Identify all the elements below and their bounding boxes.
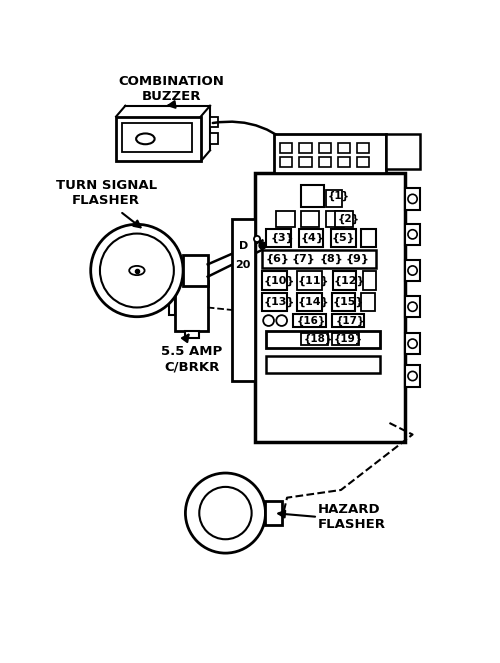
Bar — [333, 271, 356, 290]
Bar — [332, 293, 355, 312]
Bar — [300, 143, 312, 152]
Text: {11}: {11} — [298, 275, 330, 286]
Circle shape — [408, 229, 417, 239]
Bar — [318, 143, 331, 152]
Circle shape — [263, 315, 274, 326]
Bar — [301, 185, 324, 207]
Bar — [274, 134, 386, 173]
Text: {12}: {12} — [334, 275, 366, 286]
Text: {9}: {9} — [346, 254, 370, 264]
Bar — [183, 255, 208, 286]
Circle shape — [408, 266, 417, 275]
Bar — [266, 331, 380, 347]
Bar — [266, 501, 282, 525]
Bar — [331, 229, 355, 247]
Circle shape — [186, 473, 266, 553]
Bar — [332, 314, 364, 327]
Circle shape — [200, 487, 252, 539]
Text: D: D — [238, 241, 248, 251]
Bar — [300, 156, 312, 166]
Text: {4}: {4} — [301, 233, 325, 243]
Bar — [318, 156, 331, 166]
Text: {14}: {14} — [298, 297, 330, 307]
Bar — [297, 271, 322, 290]
Bar — [297, 293, 322, 312]
Bar — [361, 293, 375, 312]
Bar — [293, 314, 326, 327]
Bar — [262, 293, 287, 312]
Text: {17}: {17} — [336, 316, 365, 326]
Bar — [210, 133, 218, 145]
Bar — [210, 117, 218, 127]
Bar — [405, 188, 420, 210]
Bar — [357, 156, 370, 166]
Bar — [266, 229, 291, 247]
Bar — [122, 123, 192, 152]
Bar — [332, 333, 358, 345]
Text: {10}: {10} — [264, 275, 296, 286]
Text: {8}: {8} — [320, 254, 343, 264]
Text: COMBINATION
BUZZER: COMBINATION BUZZER — [118, 76, 224, 103]
Bar — [232, 219, 254, 381]
Text: 20: 20 — [236, 260, 251, 270]
Bar — [405, 365, 420, 387]
Bar — [405, 333, 420, 355]
Text: 5.5 AMP
C/BRKR: 5.5 AMP C/BRKR — [161, 345, 222, 373]
Text: {6}: {6} — [266, 254, 289, 264]
Bar — [405, 296, 420, 318]
Bar — [176, 280, 208, 331]
Circle shape — [408, 339, 417, 348]
Bar — [326, 190, 342, 207]
Text: {18}: {18} — [303, 334, 332, 344]
Text: {1}: {1} — [328, 191, 350, 201]
Ellipse shape — [129, 266, 144, 275]
Text: {13}: {13} — [264, 297, 296, 307]
Bar — [405, 223, 420, 245]
Circle shape — [254, 236, 260, 242]
Bar — [357, 143, 370, 152]
Text: {16}: {16} — [297, 316, 326, 326]
Text: {5}: {5} — [332, 233, 355, 243]
Bar — [301, 211, 320, 227]
Bar — [338, 143, 350, 152]
Text: TURN SIGNAL
FLASHER: TURN SIGNAL FLASHER — [56, 180, 156, 208]
Bar — [298, 229, 323, 247]
Bar — [338, 156, 350, 166]
Bar — [276, 211, 295, 227]
Text: HAZARD
FLASHER: HAZARD FLASHER — [318, 503, 386, 531]
Bar — [254, 173, 405, 442]
Bar — [361, 229, 376, 247]
Bar — [326, 211, 344, 227]
Text: {15}: {15} — [332, 297, 364, 307]
Text: {19}: {19} — [334, 334, 363, 344]
Ellipse shape — [136, 133, 154, 145]
Bar — [262, 271, 287, 290]
Bar — [184, 331, 198, 338]
Bar — [386, 134, 420, 169]
Bar — [169, 296, 175, 315]
Bar — [266, 356, 380, 373]
Bar — [301, 333, 328, 345]
Bar — [116, 117, 201, 161]
Text: {2}: {2} — [338, 213, 360, 224]
Text: {7}: {7} — [292, 254, 316, 264]
Bar — [280, 156, 292, 166]
Bar — [362, 271, 376, 290]
Circle shape — [90, 224, 183, 317]
Bar — [262, 250, 376, 269]
Circle shape — [100, 233, 174, 308]
Circle shape — [408, 194, 417, 204]
Text: {3}: {3} — [270, 233, 293, 243]
Bar — [280, 143, 292, 152]
Circle shape — [276, 315, 287, 326]
Circle shape — [408, 371, 417, 381]
Bar — [335, 211, 353, 227]
Circle shape — [408, 302, 417, 312]
Bar — [405, 260, 420, 281]
